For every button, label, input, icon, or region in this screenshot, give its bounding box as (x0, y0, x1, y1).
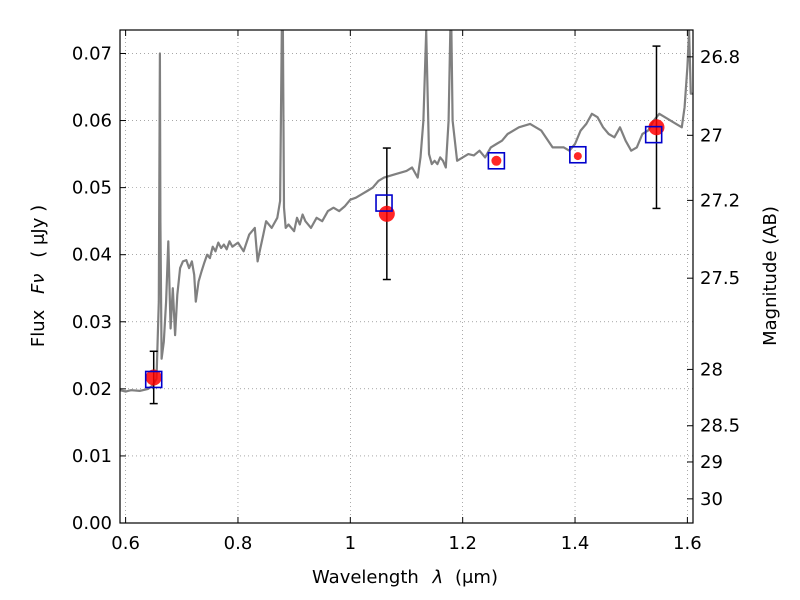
y-tick-label: 0.00 (72, 513, 112, 534)
y-axis-label-symbol: Fν (28, 274, 49, 294)
y-axis-label-text: Flux (28, 309, 49, 347)
y-tick-label: 0.04 (72, 245, 112, 266)
x-tick-label: 1.6 (673, 533, 702, 554)
x-tick-label: 0.8 (224, 533, 253, 554)
right-tick-label: 27 (700, 125, 723, 146)
y-tick-label: 0.01 (72, 446, 112, 467)
plot-frame (119, 29, 694, 524)
y-axis-label: Flux Fν ( μJy ) (28, 205, 49, 347)
observed-point (573, 152, 582, 161)
right-tick-label: 29 (700, 452, 723, 473)
x-axis-label-unit: (μm) (455, 567, 498, 588)
x-tick-label: 1.2 (448, 533, 477, 554)
right-tick-label: 27.2 (700, 190, 740, 211)
spectrum-layer (119, 29, 693, 393)
right-tick-label: 28 (700, 359, 723, 380)
observed-point (378, 205, 395, 222)
x-tick-label: 1 (345, 533, 356, 554)
x-tick-label: 0.6 (111, 533, 140, 554)
observed-point (491, 155, 502, 166)
tick-layer: 0.6 0.8 1 1.2 1.4 1.6 0.00 0.01 0.02 0.03 0.04 0.05… (72, 30, 740, 554)
y-tick-label: 0.02 (72, 379, 112, 400)
x-axis-label: Wavelength λ (μm) (312, 567, 498, 588)
model-point (487, 151, 506, 170)
right-tick-label: 26.8 (700, 47, 740, 68)
photometry-layer (144, 45, 665, 405)
right-axis-label: Magnitude (AB) (760, 206, 781, 346)
right-tick-label: 30 (700, 489, 723, 510)
y-tick-label: 0.05 (72, 178, 112, 199)
model-point (375, 194, 393, 212)
model-point (569, 145, 587, 164)
x-tick-label: 1.4 (561, 533, 590, 554)
model-point (644, 125, 663, 144)
y-axis-label-unit: ( μJy ) (28, 205, 49, 258)
right-tick-label: 28.5 (700, 416, 740, 437)
grid-layer (120, 30, 693, 524)
spectrum-line (119, 29, 693, 393)
x-axis-label-text: Wavelength (312, 567, 419, 588)
y-tick-label: 0.07 (72, 43, 112, 64)
x-axis-label-symbol: λ (432, 567, 444, 588)
y-tick-label: 0.03 (72, 312, 112, 333)
y-tick-label: 0.06 (72, 111, 112, 132)
right-tick-label: 27.5 (700, 268, 740, 289)
model-point (144, 370, 163, 389)
observed-point (145, 369, 162, 386)
